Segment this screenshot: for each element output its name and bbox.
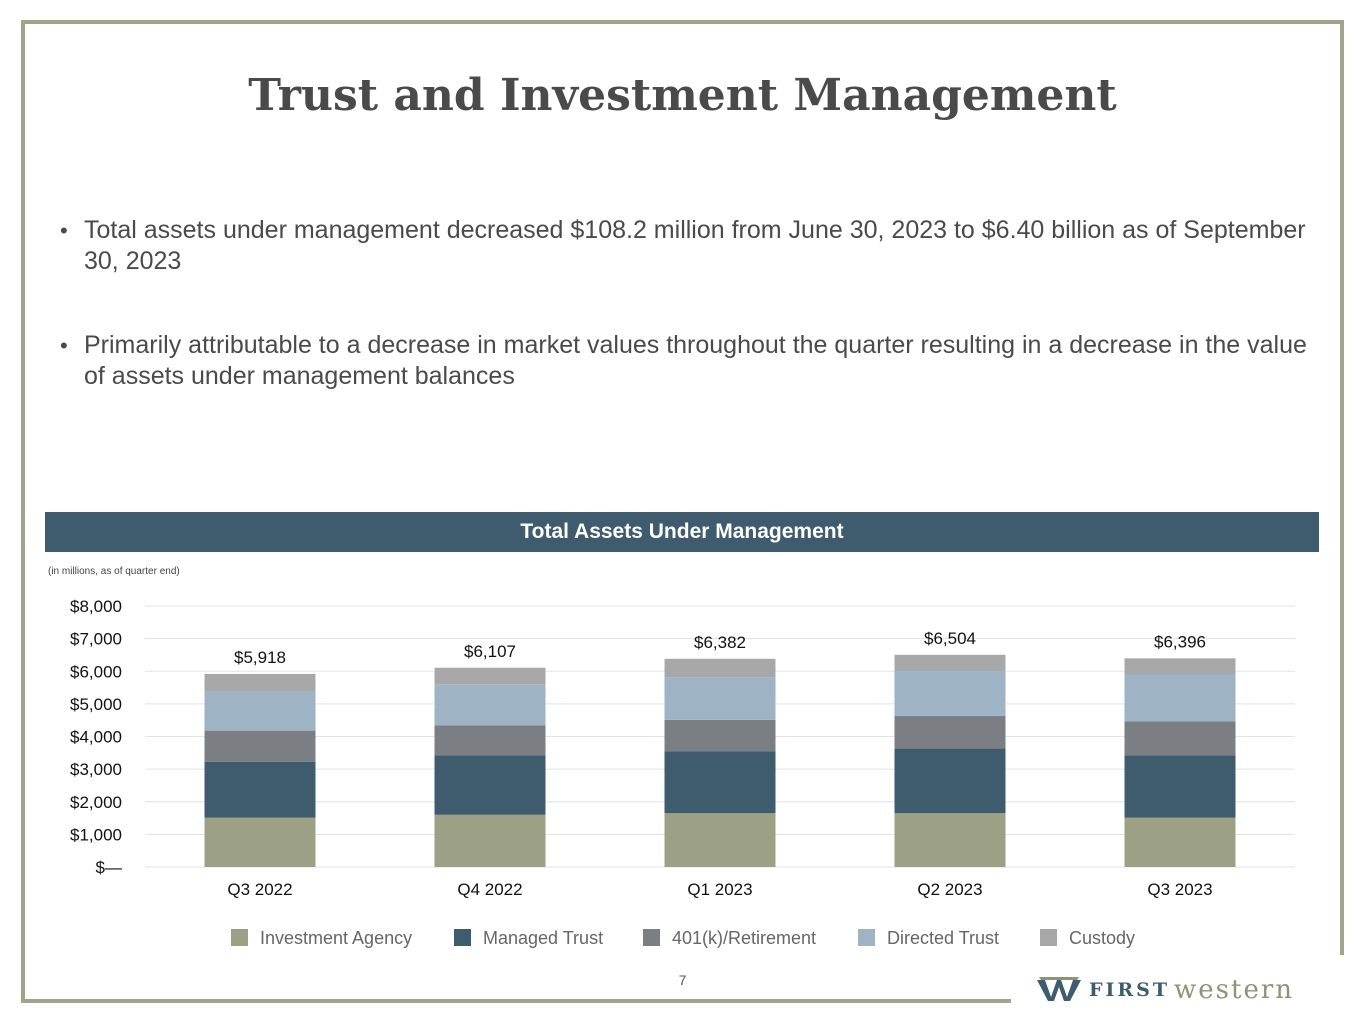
legend-swatch <box>643 929 660 946</box>
bar-total-label: $6,107 <box>464 642 516 661</box>
legend-swatch <box>858 929 875 946</box>
frame-bottom <box>21 999 1011 1003</box>
x-tick-label: Q2 2023 <box>917 880 982 899</box>
bullet-list: • Total assets under management decrease… <box>60 215 1310 445</box>
bullet-dot-icon: • <box>60 333 68 358</box>
bar-segment <box>894 671 1006 716</box>
x-tick-label: Q3 2023 <box>1147 880 1212 899</box>
bullet-dot-icon: • <box>60 218 68 243</box>
y-tick-label: $3,000 <box>70 760 122 779</box>
y-tick-label: $8,000 <box>70 597 122 616</box>
bar-segment <box>204 817 316 867</box>
x-tick-label: Q3 2022 <box>227 880 292 899</box>
y-tick-label: $— <box>96 858 122 877</box>
bar-segment <box>894 748 1006 814</box>
bar-segment <box>894 813 1006 867</box>
bar-segment <box>434 725 546 756</box>
bar-segment <box>434 684 546 726</box>
legend-label: Directed Trust <box>887 928 999 948</box>
bar-segment <box>664 658 776 678</box>
y-tick-label: $7,000 <box>70 630 122 649</box>
logo-first: FIRST <box>1089 979 1171 1001</box>
frame-right <box>1340 20 1344 955</box>
legend-label: Custody <box>1069 928 1135 948</box>
legend-label: 401(k)/Retirement <box>672 928 816 948</box>
legend-label: Managed Trust <box>483 928 603 948</box>
bar-segment <box>204 730 316 762</box>
bar-segment <box>1124 658 1236 675</box>
y-tick-label: $5,000 <box>70 695 122 714</box>
legend-label: Investment Agency <box>260 928 412 948</box>
slide-title: Trust and Investment Management <box>248 70 1117 121</box>
bullet-item: • Total assets under management decrease… <box>60 215 1310 277</box>
bar-segment <box>1124 674 1236 722</box>
logo-western: western <box>1174 975 1295 1005</box>
legend-swatch <box>231 929 248 946</box>
x-tick-label: Q4 2022 <box>457 880 522 899</box>
bar-segment <box>664 677 776 720</box>
bar-segment <box>664 719 776 752</box>
bullet-text: Primarily attributable to a decrease in … <box>84 331 1307 390</box>
y-tick-label: $2,000 <box>70 793 122 812</box>
x-tick-label: Q1 2023 <box>687 880 752 899</box>
bar-total-label: $5,918 <box>234 648 286 667</box>
bar-segment <box>894 654 1006 672</box>
bar-segment <box>664 813 776 867</box>
bar-segment <box>1124 721 1236 756</box>
bar-total-label: $6,504 <box>924 629 976 648</box>
bar-segment <box>664 751 776 814</box>
bar-segment <box>434 814 546 867</box>
legend-swatch <box>454 929 471 946</box>
bar-segment <box>434 755 546 815</box>
bar-segment <box>1124 755 1236 818</box>
bar-total-label: $6,396 <box>1154 632 1206 651</box>
bar-total-label: $6,382 <box>694 633 746 652</box>
bar-segment <box>204 691 316 731</box>
stacked-bar-chart: $— $1,000 $2,000 $3,000 $4,000 $5,000 $6,000 $7… <box>70 597 1295 948</box>
y-tick-label: $4,000 <box>70 728 122 747</box>
bar-segment <box>204 673 316 692</box>
bar-segment <box>434 667 546 685</box>
company-logo: FIRST western <box>1037 975 1294 1005</box>
y-tick-label: $6,000 <box>70 662 122 681</box>
page-number: 7 <box>678 972 687 988</box>
bullet-item: • Primarily attributable to a decrease i… <box>60 330 1310 392</box>
bullet-text: Total assets under management decreased … <box>84 216 1306 275</box>
chart-note: (in millions, as of quarter end) <box>48 566 180 577</box>
bar-segment <box>894 715 1006 749</box>
y-tick-label: $1,000 <box>70 825 122 844</box>
bar-segment <box>204 761 316 818</box>
legend-swatch <box>1040 929 1057 946</box>
frame-top <box>21 20 1344 24</box>
frame-left <box>21 20 25 1003</box>
bar-segment <box>1124 817 1236 867</box>
logo-w-icon <box>1037 977 1081 1001</box>
chart-header: Total Assets Under Management <box>45 512 1319 552</box>
